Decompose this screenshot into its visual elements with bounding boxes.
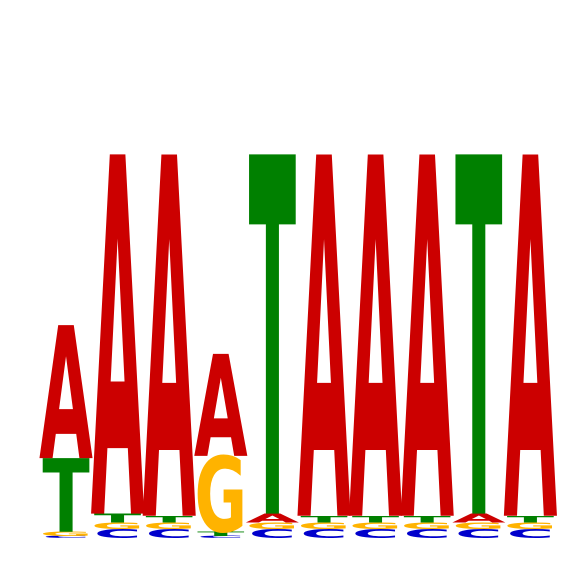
letter-T-pos-9: T — [455, 56, 503, 566]
letter-C-pos-3: C — [146, 527, 193, 541]
letter-A-pos-3: A — [142, 56, 196, 566]
letter-A-pos-9: A — [452, 511, 506, 525]
letter-G-pos-10: G — [504, 521, 557, 532]
letter-C-pos-2: C — [94, 527, 141, 541]
letter-A-pos-6: A — [297, 56, 351, 566]
letter-G-pos-1: G — [40, 530, 93, 537]
letter-T-pos-4: T — [197, 530, 245, 537]
letter-A-pos-5: A — [246, 511, 300, 525]
letter-C-pos-1: C — [42, 535, 89, 539]
letter-A-pos-8: A — [400, 56, 454, 566]
letter-C-pos-10: C — [507, 527, 554, 541]
letter-C-pos-9: C — [455, 527, 502, 541]
letter-T-pos-3: T — [146, 514, 194, 525]
letter-T-pos-5: T — [249, 56, 297, 566]
letter-G-pos-4: G — [194, 436, 247, 556]
letter-T-pos-10: T — [507, 514, 555, 525]
letter-G-pos-5: G — [246, 521, 299, 532]
letter-T-pos-6: T — [300, 514, 348, 525]
letter-A-pos-7: A — [349, 56, 403, 566]
letter-G-pos-2: G — [91, 521, 144, 532]
letter-C-pos-5: C — [249, 527, 296, 541]
letter-G-pos-3: G — [143, 521, 196, 532]
letter-G-pos-9: G — [452, 521, 505, 532]
letter-A-pos-1: A — [39, 289, 93, 502]
letter-A-pos-10: A — [504, 56, 558, 566]
letter-G-pos-7: G — [349, 521, 402, 532]
letter-A-pos-2: A — [91, 56, 145, 566]
letter-C-pos-7: C — [352, 527, 399, 541]
letter-G-pos-8: G — [401, 521, 454, 532]
letter-C-pos-4: C — [197, 535, 244, 539]
letter-T-pos-2: T — [94, 511, 141, 525]
letter-C-pos-8: C — [404, 527, 451, 541]
letter-A-pos-4: A — [194, 327, 248, 490]
letter-T-pos-8: T — [404, 514, 452, 525]
letter-T-pos-7: T — [352, 514, 400, 525]
letter-C-pos-6: C — [300, 527, 347, 541]
letter-G-pos-6: G — [298, 521, 351, 532]
letter-T-pos-1: T — [42, 439, 89, 555]
